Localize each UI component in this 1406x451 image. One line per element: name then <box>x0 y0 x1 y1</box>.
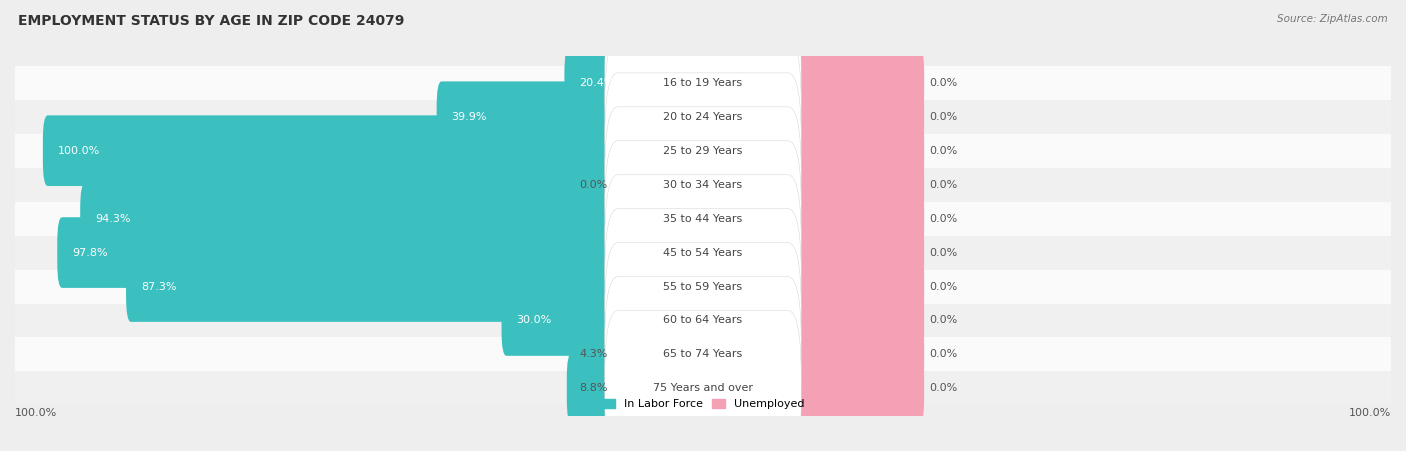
Text: 0.0%: 0.0% <box>929 316 957 326</box>
Text: 35 to 44 Years: 35 to 44 Years <box>664 214 742 224</box>
FancyBboxPatch shape <box>605 311 801 451</box>
Text: 20 to 24 Years: 20 to 24 Years <box>664 112 742 122</box>
FancyBboxPatch shape <box>783 47 924 118</box>
Text: 60 to 64 Years: 60 to 64 Years <box>664 316 742 326</box>
FancyBboxPatch shape <box>783 353 924 424</box>
FancyBboxPatch shape <box>605 5 801 161</box>
FancyBboxPatch shape <box>783 217 924 288</box>
Text: 30.0%: 30.0% <box>516 316 551 326</box>
FancyBboxPatch shape <box>567 353 623 424</box>
Text: 0.0%: 0.0% <box>929 179 957 189</box>
Text: 0.0%: 0.0% <box>929 281 957 291</box>
FancyBboxPatch shape <box>783 319 924 390</box>
Text: 30 to 34 Years: 30 to 34 Years <box>664 179 742 189</box>
FancyBboxPatch shape <box>605 107 801 262</box>
Text: 0.0%: 0.0% <box>929 248 957 258</box>
Text: 55 to 59 Years: 55 to 59 Years <box>664 281 742 291</box>
Text: 100.0%: 100.0% <box>1348 408 1391 418</box>
Text: 39.9%: 39.9% <box>451 112 486 122</box>
Bar <box>15 133 1391 168</box>
Bar <box>15 337 1391 372</box>
Text: 0.0%: 0.0% <box>579 179 607 189</box>
FancyBboxPatch shape <box>783 149 924 220</box>
FancyBboxPatch shape <box>783 251 924 322</box>
FancyBboxPatch shape <box>437 81 623 152</box>
FancyBboxPatch shape <box>591 319 623 390</box>
Bar <box>15 202 1391 235</box>
Text: 94.3%: 94.3% <box>96 214 131 224</box>
Text: 0.0%: 0.0% <box>929 146 957 156</box>
Text: 0.0%: 0.0% <box>929 112 957 122</box>
FancyBboxPatch shape <box>42 115 623 186</box>
Text: 25 to 29 Years: 25 to 29 Years <box>664 146 742 156</box>
Text: 65 to 74 Years: 65 to 74 Years <box>664 350 742 359</box>
Text: 97.8%: 97.8% <box>72 248 108 258</box>
FancyBboxPatch shape <box>605 39 801 194</box>
FancyBboxPatch shape <box>605 175 801 330</box>
Text: 4.3%: 4.3% <box>579 350 607 359</box>
Bar <box>15 304 1391 337</box>
Legend: In Labor Force, Unemployed: In Labor Force, Unemployed <box>598 394 808 414</box>
Text: 0.0%: 0.0% <box>929 78 957 88</box>
Text: 45 to 54 Years: 45 to 54 Years <box>664 248 742 258</box>
Text: 0.0%: 0.0% <box>929 383 957 393</box>
Text: Source: ZipAtlas.com: Source: ZipAtlas.com <box>1277 14 1388 23</box>
FancyBboxPatch shape <box>783 285 924 356</box>
Bar <box>15 235 1391 270</box>
Bar <box>15 270 1391 304</box>
FancyBboxPatch shape <box>783 81 924 152</box>
Bar <box>15 66 1391 100</box>
Text: 20.4%: 20.4% <box>579 78 614 88</box>
FancyBboxPatch shape <box>783 183 924 254</box>
Text: 87.3%: 87.3% <box>141 281 176 291</box>
FancyBboxPatch shape <box>605 209 801 364</box>
FancyBboxPatch shape <box>58 217 623 288</box>
Bar <box>15 372 1391 405</box>
FancyBboxPatch shape <box>605 243 801 398</box>
Text: 0.0%: 0.0% <box>929 214 957 224</box>
Text: 0.0%: 0.0% <box>929 350 957 359</box>
Text: 16 to 19 Years: 16 to 19 Years <box>664 78 742 88</box>
Text: EMPLOYMENT STATUS BY AGE IN ZIP CODE 24079: EMPLOYMENT STATUS BY AGE IN ZIP CODE 240… <box>18 14 405 28</box>
FancyBboxPatch shape <box>127 251 623 322</box>
FancyBboxPatch shape <box>605 141 801 296</box>
Text: 8.8%: 8.8% <box>579 383 607 393</box>
FancyBboxPatch shape <box>605 276 801 432</box>
Text: 75 Years and over: 75 Years and over <box>652 383 754 393</box>
FancyBboxPatch shape <box>605 73 801 229</box>
Text: 100.0%: 100.0% <box>58 146 100 156</box>
Text: 100.0%: 100.0% <box>15 408 58 418</box>
FancyBboxPatch shape <box>783 115 924 186</box>
FancyBboxPatch shape <box>502 285 623 356</box>
Bar <box>15 100 1391 133</box>
Bar <box>15 168 1391 202</box>
FancyBboxPatch shape <box>564 47 623 118</box>
FancyBboxPatch shape <box>80 183 623 254</box>
